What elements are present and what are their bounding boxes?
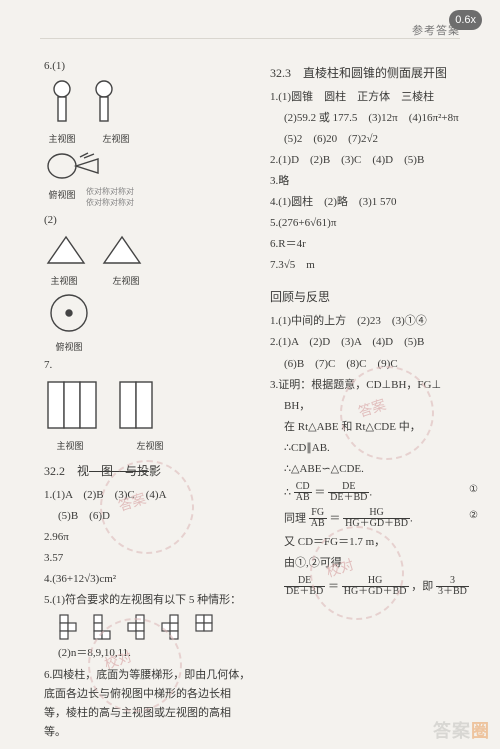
text: 4.(1)圆柱 (2)略 (3)1 570 bbox=[270, 194, 478, 211]
text: (5)2 (6)20 (7)2√2 bbox=[284, 131, 478, 148]
text: (2) bbox=[44, 212, 252, 229]
text: 3.证明：根据题意，CD⊥BH，FG⊥ bbox=[270, 377, 478, 394]
text: 6.(1) bbox=[44, 58, 252, 75]
text: 7. bbox=[44, 357, 252, 374]
left-column: 6.(1) 主视图 左视图 bbox=[44, 54, 252, 745]
text: 5.(1)符合要求的左视图有以下 5 种情形： bbox=[44, 592, 252, 609]
page: 0.6x 参考答案 答案 校对 答案 校对 6.(1) bbox=[0, 0, 500, 749]
equation-3: DEDE＋BD ＝ HGHG＋GD＋BD ，即 33＋BD bbox=[284, 576, 478, 598]
text: 6.R＝4r bbox=[270, 236, 478, 253]
figure-topview-1: 俯视图 依对称对称对 依对称对称对 bbox=[44, 149, 252, 208]
text: 3.略 bbox=[270, 173, 478, 190]
right-column: 32.3 直棱柱和圆锥的侧面展开图 1.(1)圆锥 圆柱 正方体 三棱柱 (2)… bbox=[270, 54, 478, 745]
label-fu: 俯视图 bbox=[44, 340, 94, 353]
text: BH， bbox=[284, 398, 478, 415]
footer-watermark: 答案圈 bbox=[433, 717, 490, 743]
label-zhu: 主视图 bbox=[44, 439, 96, 452]
label-zuo: 左视图 bbox=[106, 274, 146, 287]
text: (2)n＝8,9,10,11. bbox=[58, 645, 252, 662]
label-zuo: 左视图 bbox=[98, 132, 134, 145]
figure-donut: 俯视图 bbox=[44, 291, 252, 353]
text: 由①,②可得 bbox=[284, 555, 478, 572]
text: 5.(276+6√61)π bbox=[270, 215, 478, 232]
note: 依对称对称对 bbox=[86, 186, 134, 197]
figure-lollipops: 主视图 左视图 bbox=[44, 79, 252, 145]
section-32-2: 32.2 视 图 与投影 bbox=[44, 462, 252, 479]
text: ∴△ABE∽△CDE. bbox=[284, 461, 478, 478]
label-zuo: 左视图 bbox=[130, 439, 170, 452]
header-rule bbox=[40, 38, 460, 39]
section-32-3: 32.3 直棱柱和圆锥的侧面展开图 bbox=[270, 64, 478, 81]
text: 1.(1)中间的上方 (2)23 (3)①④ bbox=[270, 313, 478, 330]
text: 4.(36+12√3)cm² bbox=[44, 571, 252, 588]
label-zhu: 主视图 bbox=[44, 132, 80, 145]
label-fu: 俯视图 bbox=[44, 188, 80, 201]
text: 3.57 bbox=[44, 550, 252, 567]
zoom-badge: 0.6x bbox=[449, 10, 482, 30]
columns: 6.(1) 主视图 左视图 bbox=[44, 54, 478, 745]
equation-2: 同理 FGAB ＝ HGHG＋GD＋BD. ② bbox=[284, 508, 478, 530]
equation-1: ∴ CDAB ＝ DEDE＋BD. ① bbox=[284, 482, 478, 504]
text: 2.(1)A (2)D (3)A (4)D (5)B bbox=[270, 334, 478, 351]
text: ∴CD∥AB. bbox=[284, 440, 478, 457]
text: (5)B (6)D bbox=[58, 508, 252, 525]
note: 依对称对称对 bbox=[86, 197, 134, 208]
figure-rects: 主视图 左视图 bbox=[44, 378, 252, 452]
review-title: 回顾与反思 bbox=[270, 288, 478, 305]
text: (2)59.2 或 177.5 (3)12π (4)16π²+8π bbox=[284, 110, 478, 127]
text: 1.(1)圆锥 圆柱 正方体 三棱柱 bbox=[270, 89, 478, 106]
text: 6.四棱柱，底面为等腰梯形，即由几何体，底面各边长与俯视图中梯形的各边长相等，棱… bbox=[44, 666, 252, 741]
figure-triangles: 主视图 左视图 bbox=[44, 233, 252, 287]
text: 7.3√5 m bbox=[270, 257, 478, 274]
label-zhu: 主视图 bbox=[44, 274, 84, 287]
text: 1.(1)A (2)B (3)C (4)A bbox=[44, 487, 252, 504]
text: 2.(1)D (2)B (3)C (4)D (5)B bbox=[270, 152, 478, 169]
text: (6)B (7)C (8)C (9)C bbox=[284, 356, 478, 373]
text: 2.96π bbox=[44, 529, 252, 546]
text: 在 Rt△ABE 和 Rt△CDE 中， bbox=[284, 419, 478, 436]
text: 又 CD＝FG＝1.7 m， bbox=[284, 534, 478, 551]
figure-tetrominoes bbox=[58, 613, 252, 641]
